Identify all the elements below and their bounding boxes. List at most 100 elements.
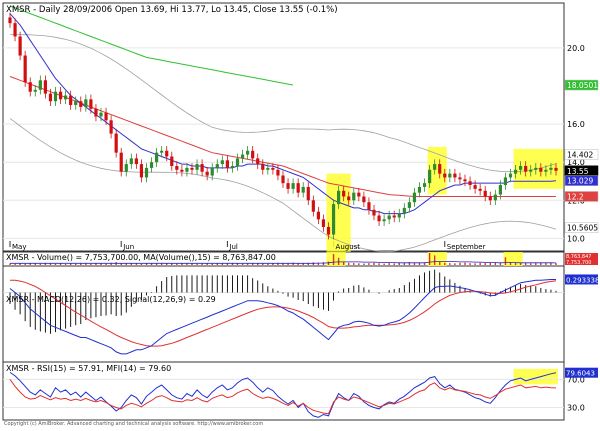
- price-value-text: 14.402: [567, 151, 593, 160]
- pattern-highlight: [427, 146, 447, 195]
- candle-body: [463, 179, 467, 182]
- candle-body: [392, 215, 396, 218]
- candle-body: [311, 200, 315, 212]
- candle-body: [261, 164, 265, 170]
- rsi-tick-label: 30.0: [567, 403, 585, 412]
- candle-body: [488, 196, 492, 201]
- candle-body: [387, 215, 391, 220]
- price-value-text: 12.2: [567, 192, 584, 201]
- candle-body: [220, 160, 224, 165]
- volume-ma-line: [10, 261, 557, 264]
- candle-body: [534, 167, 538, 170]
- candle-body: [139, 164, 144, 178]
- candle-body: [524, 166, 528, 172]
- candle-body: [28, 82, 32, 92]
- candle-body: [114, 133, 118, 153]
- candle-body: [256, 158, 260, 165]
- price-value-text: 18.0501: [567, 81, 598, 90]
- candle-body: [301, 186, 305, 193]
- candle-body: [266, 167, 270, 170]
- macd-value-text: 0.293338: [566, 276, 599, 284]
- mfi-line: [9, 371, 557, 418]
- candle-body: [443, 173, 447, 178]
- price-tick-label: 16.0: [567, 120, 585, 129]
- candle-body: [69, 95, 73, 106]
- candle-body: [251, 150, 255, 159]
- volume-value-tag: [565, 253, 598, 259]
- candle-body: [362, 196, 366, 203]
- price-tick-label: 10.0: [567, 234, 585, 243]
- lower-band-line: [9, 118, 557, 253]
- candle-body: [539, 167, 543, 172]
- month-label: September: [447, 243, 486, 251]
- candle-body: [554, 167, 558, 171]
- candle-body: [170, 156, 174, 166]
- price-tick-label: 20.0: [567, 44, 585, 53]
- rsi-value-text: 79.6043: [566, 370, 595, 378]
- candle-body: [468, 181, 472, 186]
- candle-body: [84, 99, 88, 107]
- candle-body: [438, 164, 442, 174]
- candle-body: [119, 152, 123, 172]
- candle-body: [428, 169, 432, 184]
- rsi-panel-title: XMSR - RSI(15) = 57.91, MFI(14) = 79.60: [6, 364, 171, 373]
- price-tick-label: 14.0: [567, 158, 585, 167]
- candle-body: [230, 166, 235, 168]
- candle-body: [64, 95, 68, 100]
- candle-body: [331, 204, 336, 235]
- candle-body: [321, 219, 326, 227]
- price-value-text: 13.55: [567, 167, 589, 176]
- candle-body: [326, 226, 331, 235]
- candle-body: [124, 164, 128, 172]
- candle-body: [402, 207, 406, 214]
- volume-value-tag: [565, 259, 598, 265]
- candle-body: [276, 169, 280, 176]
- candle-body: [372, 209, 376, 216]
- candle-body: [175, 166, 179, 170]
- candle-body: [483, 190, 487, 197]
- signal-line: [10, 279, 557, 347]
- price-panel: [2, 2, 565, 252]
- candle-body: [377, 215, 381, 222]
- price-panel-title: XMSR - Daily 28/09/2006 Open 13.69, Hi 1…: [6, 5, 338, 15]
- candle-body: [225, 160, 229, 168]
- candle-body: [271, 167, 275, 170]
- volume-panel-title: XMSR - Volume() = 7,753,700.00, MA(Volum…: [6, 253, 276, 262]
- candle-body: [134, 158, 138, 165]
- candle-body: [453, 173, 457, 178]
- month-label: August: [336, 243, 361, 251]
- candle-body: [508, 173, 513, 178]
- rsi-tick-label: 70.0: [567, 375, 585, 384]
- rsi-panel: [2, 361, 565, 421]
- candle-body: [422, 183, 427, 187]
- candle-body: [342, 190, 346, 197]
- candle-body: [473, 185, 477, 189]
- candle-body: [493, 194, 497, 201]
- candle-body: [382, 219, 386, 222]
- volume-value-text: 8,763,847: [566, 254, 591, 260]
- footer-text: Copyright (c) AmiBroker. Advanced charti…: [4, 421, 263, 427]
- candle-body: [53, 91, 58, 102]
- candle-body: [33, 89, 37, 92]
- price-value-text: 13.029: [567, 177, 593, 186]
- candle-body: [448, 173, 452, 178]
- month-label: Jul: [228, 243, 238, 251]
- upper-band-line: [10, 34, 557, 173]
- candle-body: [529, 169, 533, 172]
- rsi-highlight: [513, 368, 558, 385]
- candle-body: [433, 164, 437, 170]
- candle-body: [58, 91, 63, 100]
- candle-body: [18, 36, 22, 56]
- candle-body: [200, 164, 204, 172]
- candle-body: [8, 17, 12, 24]
- candle-body: [94, 108, 98, 117]
- price-value-tag: [564, 222, 599, 233]
- price-value-text: 10.5605: [567, 224, 598, 233]
- candle-body: [205, 171, 209, 176]
- candle-body: [235, 158, 240, 166]
- candle-body: [246, 150, 250, 155]
- candle-body: [367, 202, 371, 210]
- candle-body: [296, 183, 300, 193]
